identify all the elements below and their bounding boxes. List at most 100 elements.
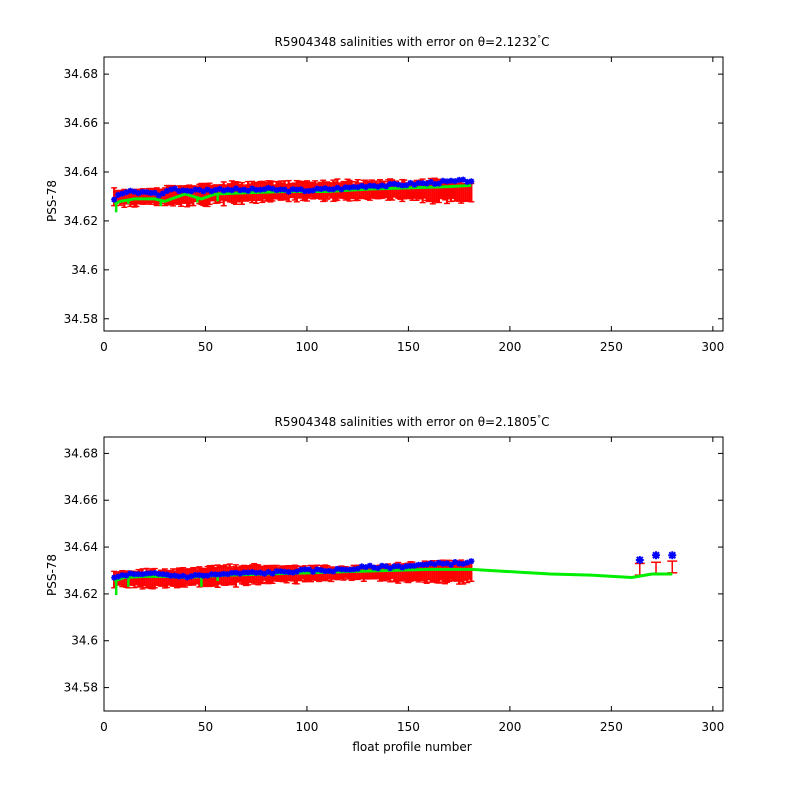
top-ytick-label: 34.64 <box>64 165 98 179</box>
bottom-panel-ticks: 0 50 100 150 200 250 300 34.58 34.6 34.62 34.64 34.… <box>64 437 724 734</box>
top-measured-marker <box>293 186 300 193</box>
top-measured-marker <box>281 186 288 193</box>
top-measured-marker <box>297 186 304 193</box>
top-measured-marker <box>448 177 455 184</box>
bottom-measured-marker <box>460 560 467 567</box>
top-measured-marker <box>172 185 179 192</box>
bottom-panel-title-degree: ° <box>537 414 541 423</box>
bottom-measured-marker <box>310 568 317 575</box>
bottom-measured-marker <box>431 561 438 568</box>
bottom-measured-marker <box>314 566 321 573</box>
top-measured-marker <box>257 186 264 193</box>
top-measured-marker <box>265 184 272 191</box>
bottom-measured-marker <box>196 572 203 579</box>
bottom-measured-marker <box>224 571 231 578</box>
bottom-measured-marker <box>334 565 341 572</box>
top-ytick-label: 34.68 <box>64 67 98 81</box>
bottom-measured-marker <box>448 561 455 568</box>
top-panel-title: R5904348 salinities with error on θ=2.12… <box>275 34 550 49</box>
top-xtick-label: 150 <box>397 340 420 354</box>
bottom-measured-marker <box>383 563 390 570</box>
top-ytick-label: 34.58 <box>64 312 98 326</box>
bottom-measured-marker <box>464 559 471 566</box>
bottom-measured-marker <box>151 569 158 576</box>
bottom-measured-marker <box>131 571 138 578</box>
top-measured-marker <box>119 190 126 197</box>
top-measured-marker <box>176 188 183 195</box>
bottom-measured-marker <box>285 569 292 576</box>
top-measured-marker <box>338 186 345 193</box>
top-measured-marker <box>269 185 276 192</box>
bottom-measured-marker <box>253 569 260 576</box>
bottom-xtick-label: 150 <box>397 720 420 734</box>
bottom-measured-marker <box>192 571 199 578</box>
top-measured-marker <box>305 187 312 194</box>
bottom-panel-title-unit: C <box>541 415 549 429</box>
top-measured-marker <box>167 186 174 193</box>
top-measured-marker <box>180 187 187 194</box>
bottom-measured-marker <box>305 566 312 573</box>
bottom-xtick-label: 50 <box>198 720 213 734</box>
top-measured-marker <box>346 184 353 191</box>
bottom-measured-marker <box>127 570 134 577</box>
bottom-measured-marker <box>635 555 644 564</box>
bottom-measured-marker <box>241 569 248 576</box>
top-measured-marker <box>464 178 471 185</box>
bottom-measured-marker <box>391 563 398 570</box>
bottom-measured-marker <box>293 568 300 575</box>
bottom-measured-marker <box>245 569 252 576</box>
top-measured-marker <box>184 187 191 194</box>
bottom-measured-marker <box>443 560 450 567</box>
bottom-measured-marker <box>277 568 284 575</box>
top-measured-marker <box>383 183 390 190</box>
top-measured-marker <box>468 178 475 185</box>
top-measured-marker <box>439 177 446 184</box>
bottom-measured-marker <box>289 569 296 576</box>
top-measured-marker <box>277 186 284 193</box>
top-measured-marker <box>431 180 438 187</box>
top-measured-marker <box>370 182 377 189</box>
bottom-panel: R5904348 salinities with error on θ=2.18… <box>45 414 724 754</box>
bottom-ytick-label: 34.66 <box>64 493 98 507</box>
bottom-measured-marker <box>180 572 187 579</box>
bottom-measured-marker <box>159 571 166 578</box>
bottom-measured-marker <box>143 570 150 577</box>
bottom-panel-axes-box <box>103 436 724 712</box>
bottom-measured-marker <box>111 574 118 581</box>
bottom-xtick-label: 100 <box>295 720 318 734</box>
top-measured-marker <box>127 187 134 194</box>
top-panel-title-degree: ° <box>537 34 541 43</box>
top-measured-marker <box>220 187 227 194</box>
top-panel-ticks: 0 50 100 150 200 250 300 34.58 34.6 34.62 34.64 34.… <box>64 57 724 354</box>
bottom-measured-marker <box>346 566 353 573</box>
bottom-panel-title: R5904348 salinities with error on θ=2.18… <box>275 414 550 429</box>
bottom-measured-marker <box>322 568 329 575</box>
top-panel-title-unit: C <box>541 35 549 49</box>
top-ytick-label: 34.66 <box>64 116 98 130</box>
bottom-measured-marker <box>167 572 174 579</box>
bottom-measured-marker <box>301 566 308 573</box>
top-measured-marker <box>314 185 321 192</box>
top-ytick-label: 34.62 <box>64 214 98 228</box>
bottom-measured-marker <box>419 561 426 568</box>
bottom-measured-marker <box>354 565 361 572</box>
bottom-measured-marker <box>668 551 677 560</box>
top-measured-marker <box>111 196 118 203</box>
bottom-panel-xlabel: float profile number <box>352 740 471 754</box>
bottom-measured-marker <box>403 563 410 570</box>
bottom-measured-marker <box>265 569 272 576</box>
bottom-panel-ylabel: PSS-78 <box>45 554 59 596</box>
top-measured-marker <box>151 189 158 196</box>
bottom-xtick-label: 300 <box>701 720 724 734</box>
bottom-measured-marker <box>208 571 215 578</box>
bottom-measured-marker <box>228 569 235 576</box>
top-measured-marker <box>399 182 406 189</box>
top-measured-marker <box>200 188 207 195</box>
top-measured-marker <box>147 190 154 197</box>
bottom-xtick-label: 0 <box>100 720 108 734</box>
bottom-measured-marker <box>435 559 442 566</box>
bottom-measured-marker <box>188 573 195 580</box>
top-measured-marker <box>163 187 170 194</box>
bottom-measured-marker <box>427 560 434 567</box>
